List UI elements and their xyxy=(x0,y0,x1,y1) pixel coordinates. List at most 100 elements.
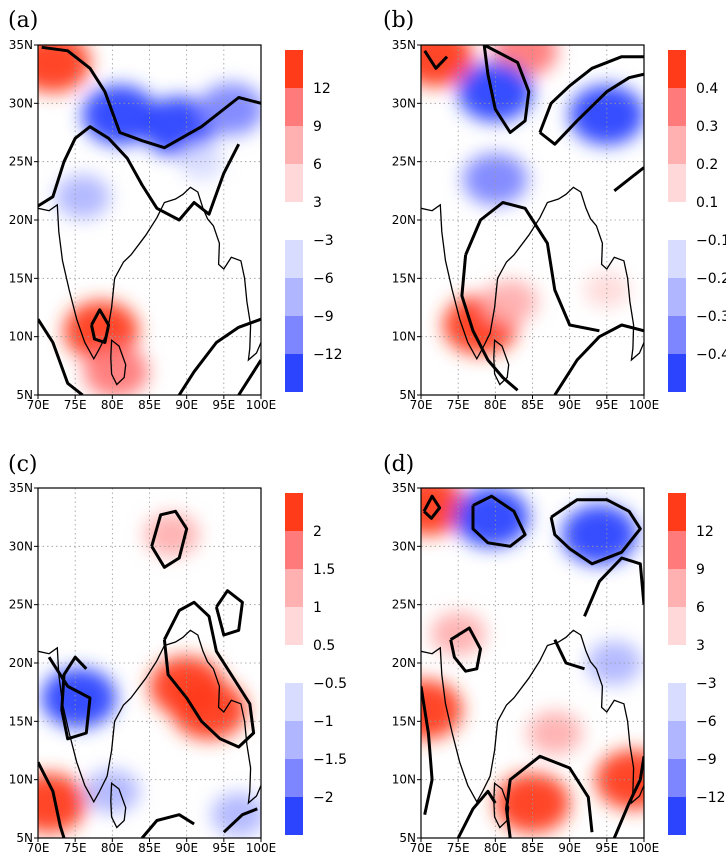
significance-contour xyxy=(549,498,642,566)
significance-contour xyxy=(553,323,644,395)
anomaly-blob xyxy=(421,679,463,740)
colorbar-swatch xyxy=(668,278,686,316)
significance-contours xyxy=(38,509,258,838)
x-tick-label: 95E xyxy=(595,398,618,412)
y-tick-label: 10N xyxy=(9,773,33,787)
x-tick-label: 80E xyxy=(101,398,124,412)
colorbar-label: 6 xyxy=(313,157,322,173)
colorbar-swatch xyxy=(668,316,686,354)
y-tick-label: 25N xyxy=(9,155,33,169)
x-tick-label: 90E xyxy=(558,841,581,855)
significance-contour xyxy=(613,166,644,192)
x-tick-label: 75E xyxy=(447,841,470,855)
x-tick-label: 85E xyxy=(521,398,544,412)
y-tick-label: 15N xyxy=(392,271,416,285)
colorbar-label: −1 xyxy=(313,714,334,730)
colorbar-label: 0.5 xyxy=(313,638,335,654)
significance-contour xyxy=(214,589,244,637)
significance-contour xyxy=(421,686,434,816)
significance-contour xyxy=(553,639,585,671)
colorbar-swatch xyxy=(285,316,303,354)
colorbar-label: 6 xyxy=(696,600,705,616)
x-tick-label: 90E xyxy=(175,841,198,855)
colorbar-label: 0.4 xyxy=(696,81,718,97)
colorbar-label: −12 xyxy=(696,790,726,806)
x-tick-label: 90E xyxy=(558,398,581,412)
colorbar-swatch xyxy=(285,531,303,569)
anomaly-blob xyxy=(584,272,630,308)
colorbar-label: 3 xyxy=(313,195,322,211)
colorbar-label: 0.3 xyxy=(696,119,718,135)
significance-contour xyxy=(460,254,519,392)
colorbar-swatch xyxy=(668,531,686,569)
significance-contour xyxy=(38,125,241,222)
significance-contour xyxy=(471,494,527,548)
y-tick-label: 20N xyxy=(392,656,416,670)
anomaly-blob xyxy=(83,345,149,395)
significance-contour xyxy=(90,308,111,344)
x-tick-label: 80E xyxy=(484,841,507,855)
colorbar-swatch xyxy=(668,683,686,721)
coastline-sri-lanka xyxy=(110,781,127,829)
y-tick-label: 20N xyxy=(392,213,416,227)
colorbar-label: −6 xyxy=(313,271,334,287)
anomaly-blob xyxy=(421,45,474,87)
gridlines xyxy=(38,488,261,838)
significance-contour xyxy=(38,318,84,395)
colorbar-label: 2 xyxy=(313,524,322,540)
significance-contour xyxy=(41,45,261,150)
x-tick-label: 70E xyxy=(27,398,50,412)
y-tick-label: 5N xyxy=(16,388,33,402)
colorbar-label: 0.2 xyxy=(696,157,718,173)
colorbar-label: 12 xyxy=(696,524,714,540)
colorbar-swatch xyxy=(285,607,303,645)
anomaly-blob xyxy=(82,85,158,145)
x-tick-label: 70E xyxy=(410,841,433,855)
colorbar-swatch xyxy=(668,164,686,202)
significance-contour xyxy=(612,756,644,838)
colorbar-label: −0.4 xyxy=(696,347,726,363)
anomaly-blob xyxy=(421,488,466,536)
coastline-india xyxy=(421,629,644,805)
anomaly-blob xyxy=(527,711,583,755)
y-tick-label: 20N xyxy=(9,213,33,227)
coastline-india xyxy=(38,629,261,805)
anomaly-blob xyxy=(586,641,642,685)
colorbar-label: 3 xyxy=(696,638,705,654)
colorbar-label: −0.3 xyxy=(696,309,726,325)
y-tick-label: 5N xyxy=(16,831,33,845)
colorbar-label: 12 xyxy=(313,81,331,97)
colorbar-swatch xyxy=(668,493,686,531)
colorbar-swatch xyxy=(668,88,686,126)
colorbar: 12 9 6 3 −3 −6 −9 −12 xyxy=(668,493,726,835)
y-tick-label: 30N xyxy=(9,539,33,553)
anomaly-blob xyxy=(84,769,140,814)
y-tick-label: 25N xyxy=(392,155,416,169)
anomaly-blob xyxy=(457,61,533,122)
y-tick-label: 35N xyxy=(392,38,416,52)
anomaly-blob xyxy=(171,679,247,740)
colorbar: 0.4 0.3 0.2 0.1 −0.1 −0.2 −0.3 −0.4 xyxy=(668,50,726,392)
coastline xyxy=(421,186,644,386)
x-tick-label: 100E xyxy=(629,398,660,412)
colorbar-swatch xyxy=(285,126,303,164)
significance-contour xyxy=(456,789,497,838)
colorbar-swatch xyxy=(668,354,686,392)
anomaly-blob xyxy=(462,153,528,206)
colorbar-swatch xyxy=(285,721,303,759)
colorbar-swatch xyxy=(285,683,303,721)
colorbar-swatch xyxy=(285,50,303,88)
anomaly-blob xyxy=(482,279,538,324)
significance-contour xyxy=(464,201,600,333)
significance-contour xyxy=(583,556,644,617)
x-tick-label: 90E xyxy=(175,398,198,412)
anomaly-blob xyxy=(454,488,530,548)
colorbar-label: −3 xyxy=(313,233,334,249)
significance-contour xyxy=(538,72,644,146)
colorbar-label: 9 xyxy=(313,119,322,135)
panel-label: (a) xyxy=(8,8,38,33)
colorbar-label: 9 xyxy=(696,562,705,578)
colorbar-swatch xyxy=(668,607,686,645)
y-tick-label: 30N xyxy=(392,539,416,553)
